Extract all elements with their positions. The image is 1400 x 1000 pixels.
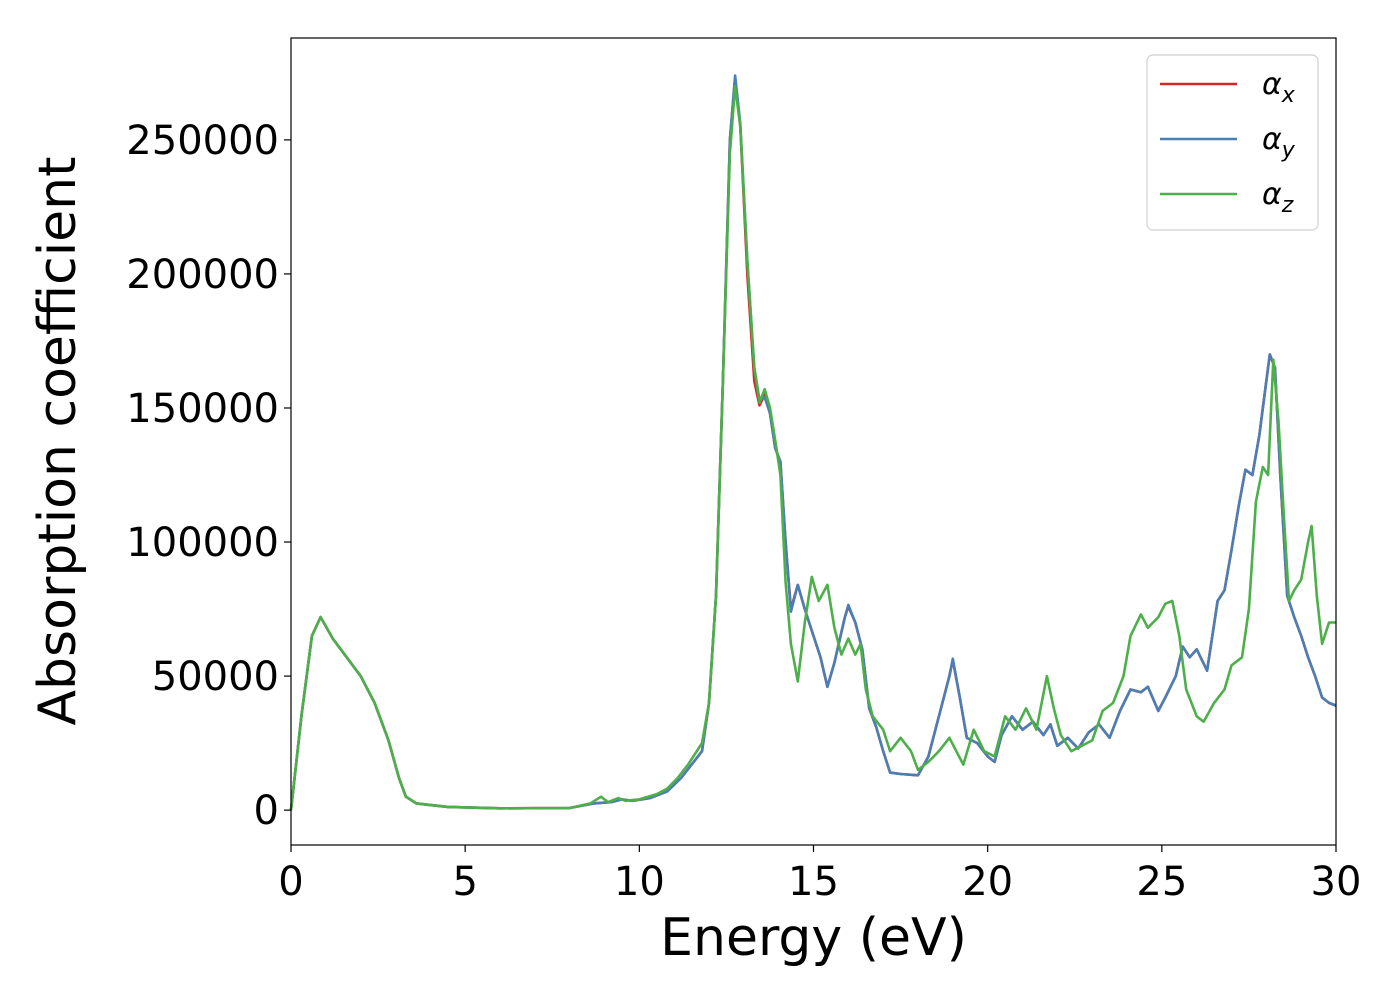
legend-label-x: αx [1262,67,1296,108]
x-tick-label: 30 [1311,859,1362,905]
y-axis-ticks: 0 50000 100000 150000 200000 250000 [126,118,291,834]
y-tick-label: 250000 [126,118,279,164]
x-axis-ticks: 0 5 10 15 20 25 30 [278,845,1361,905]
y-tick-label: 50000 [152,654,279,700]
series-layer [289,74,1337,811]
plot-frame [290,37,1337,846]
y-axis-title: Absorption coefficient [28,156,88,725]
legend-box [1146,54,1319,231]
x-tick-label: 25 [1136,859,1187,905]
x-tick-label: 20 [962,859,1013,905]
y-tick-label: 100000 [126,520,279,566]
x-tick-label: 5 [452,859,477,905]
y-tick-label: 0 [254,788,279,834]
legend-label-z: αz [1262,177,1294,218]
y-tick-label: 150000 [126,386,279,432]
legend: αx αy αz [1146,54,1319,231]
x-tick-label: 10 [614,859,665,905]
legend-label-y: αy [1262,122,1296,163]
series-line-z [289,85,1336,811]
y-tick-label: 200000 [126,252,279,298]
x-axis-title: Energy (eV) [660,908,967,968]
x-tick-label: 15 [788,859,839,905]
x-tick-label: 0 [278,859,303,905]
